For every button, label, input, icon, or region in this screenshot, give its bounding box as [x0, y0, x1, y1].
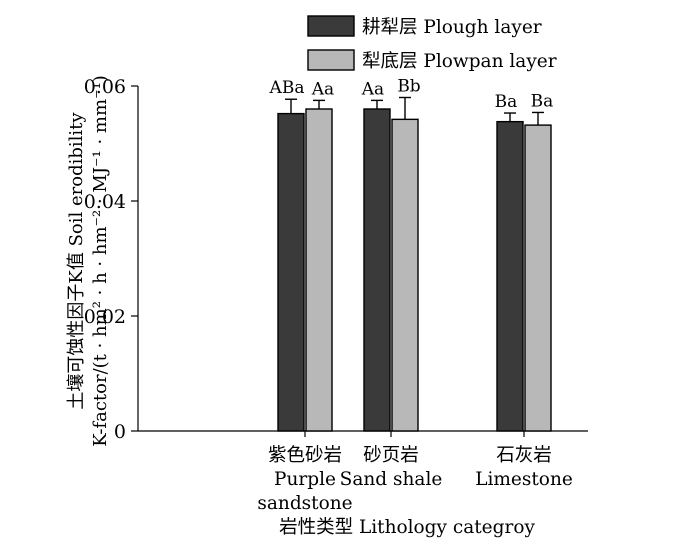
x-axis-title: 岩性类型 Lithology categroy	[279, 517, 535, 538]
x-axis-title-text: 岩性类型 Lithology categroy	[279, 517, 535, 538]
legend-swatch	[307, 15, 355, 37]
x-tick-label-line: Purple	[274, 469, 336, 490]
y-axis-title-line: 土壤可蚀性因子K值 Soil erodibility	[66, 112, 87, 410]
y-axis-title-line: K-factor/(t · hm² · h · hm⁻² · MJ⁻¹ · mm…	[90, 75, 111, 447]
data-label: Aa	[311, 79, 334, 99]
bar	[277, 112, 305, 432]
legend: 耕犁层 Plough layer 犁底层 Plowpan layer	[307, 15, 557, 72]
x-tick-label-line: 砂页岩	[363, 445, 419, 466]
axes: 0 0.02 0.04 0.06 紫色砂岩 Purple sandstone 砂页岩 Sand …	[84, 76, 588, 514]
legend-label: 耕犁层 Plough layer	[362, 17, 542, 38]
data-label: Ba	[531, 91, 554, 111]
bars: ABa Aa Aa Bb Ba Ba	[269, 77, 554, 432]
legend-swatch	[307, 49, 355, 71]
x-tick-label-line: Limestone	[475, 469, 573, 490]
x-tick-label-line: sandstone	[257, 493, 352, 514]
data-label: ABa	[269, 78, 305, 98]
legend-label: 犁底层 Plowpan layer	[362, 51, 557, 72]
x-tick-label: 砂页岩 Sand shale	[340, 445, 443, 490]
bar	[524, 124, 552, 432]
data-label: Ba	[495, 92, 518, 112]
y-tick-label: 0.06	[84, 76, 126, 98]
y-tick-label: 0.04	[84, 191, 126, 213]
data-label: Aa	[361, 79, 384, 99]
bar	[391, 118, 419, 432]
x-tick-label-line: Sand shale	[340, 469, 443, 490]
y-tick-label: 0	[114, 421, 126, 443]
x-tick-label-line: 紫色砂岩	[268, 445, 342, 466]
x-tick-label: 紫色砂岩 Purple sandstone	[257, 445, 352, 514]
bar	[363, 108, 391, 432]
y-axis-title: 土壤可蚀性因子K值 Soil erodibility K-factor/(t · …	[66, 75, 111, 447]
x-tick-label: 石灰岩 Limestone	[475, 445, 573, 490]
data-label: Bb	[397, 77, 420, 97]
bar	[305, 108, 333, 432]
bar	[496, 120, 524, 432]
x-tick-label-line: 石灰岩	[496, 445, 552, 466]
legend-item: 耕犁层 Plough layer	[307, 15, 542, 38]
legend-item: 犁底层 Plowpan layer	[307, 49, 557, 72]
y-tick-label: 0.02	[84, 306, 126, 328]
